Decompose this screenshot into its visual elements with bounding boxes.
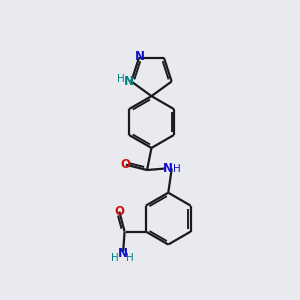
Text: N: N	[163, 162, 173, 175]
Text: O: O	[114, 205, 124, 218]
Text: H: H	[172, 164, 180, 173]
Text: N: N	[118, 247, 128, 260]
Text: H: H	[126, 253, 134, 263]
Text: O: O	[121, 158, 131, 171]
Text: H: H	[117, 74, 125, 83]
Text: N: N	[124, 75, 134, 88]
Text: N: N	[135, 50, 145, 63]
Text: H: H	[111, 253, 119, 263]
